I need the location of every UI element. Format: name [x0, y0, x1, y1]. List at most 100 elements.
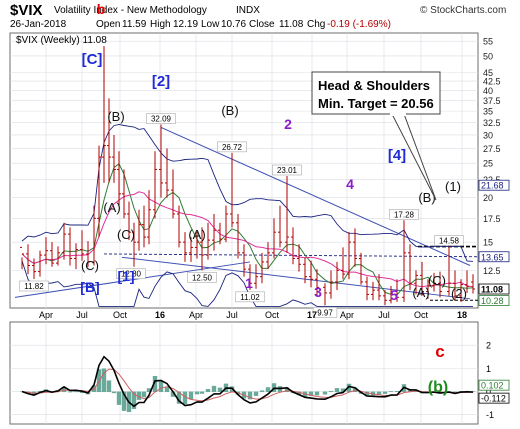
price-label-box — [434, 235, 464, 246]
price-label-box — [19, 280, 49, 292]
svg-text:Open: Open — [96, 19, 120, 30]
chart-legend: $VIX (Weekly) 11.08 — [16, 35, 107, 46]
price-y-tick-label: 35 — [483, 107, 493, 117]
x-tick-label: Apr — [189, 310, 203, 320]
price-label-box — [235, 291, 265, 303]
x-tick-label: Apr — [340, 310, 354, 320]
price-label: 32.09 — [151, 115, 172, 124]
price-y-tick-label: 30 — [483, 130, 493, 140]
indicator-bar — [37, 390, 43, 393]
wave-label: [2] — [152, 73, 170, 90]
price-label-box — [312, 307, 338, 318]
indicator-bar — [176, 391, 182, 404]
price-label-box — [146, 113, 176, 124]
x-tick-label: Jul — [226, 310, 238, 320]
wave-label: [4] — [388, 147, 406, 164]
wave-label: (B) — [418, 190, 435, 205]
wave-label: 3 — [314, 284, 322, 300]
svg-text:High: High — [150, 19, 171, 30]
price-label: 11.02 — [240, 293, 260, 302]
price-y-tick-label: 37.5 — [483, 96, 501, 106]
indicator-panel — [9, 321, 479, 425]
wave-label: (C) — [428, 273, 446, 288]
indicator-right-box — [478, 379, 510, 391]
wave-label: (A) — [412, 285, 429, 300]
indicator-bar — [182, 391, 188, 405]
price-label-box — [217, 141, 247, 153]
price-y-tick-label: 15 — [483, 238, 493, 248]
indicator-bar — [199, 391, 205, 394]
indicator-right-box — [478, 392, 510, 404]
indicator-y-tick-label: -1 — [486, 410, 494, 420]
price-y-tick-label: 17.5 — [483, 214, 501, 224]
credit-label: © StockCharts.com — [420, 5, 506, 16]
x-tick-label: Oct — [113, 310, 128, 320]
indicator-bar — [247, 391, 253, 400]
x-tick-label: Apr — [39, 310, 53, 320]
indicator-bar — [67, 391, 73, 393]
exchange-label: INDX — [236, 5, 260, 16]
price-y-tick-label: 55 — [483, 37, 493, 47]
x-tick-label: 18 — [457, 310, 467, 320]
indicator-right-label: -0.112 — [481, 394, 506, 404]
right-label-box — [478, 283, 510, 295]
price-y-axis: 55504542.54037.53532.53027.52522.52017.5… — [483, 37, 501, 276]
price-label-box — [187, 272, 217, 283]
head-shoulders-callout: Head & Shoulders Min. Target = 20.56 — [311, 71, 441, 201]
neckline-dotted — [103, 253, 479, 258]
wave-label: (B) — [221, 103, 238, 118]
wave-label: (B) — [107, 109, 124, 124]
indicator-bar — [164, 387, 170, 393]
indicator-bar — [141, 391, 147, 398]
price-bars — [20, 46, 475, 306]
callout-line1: Head & Shoulders — [318, 78, 430, 93]
wave-label: b — [97, 1, 106, 17]
price-label-box — [389, 209, 419, 220]
price-y-tick-label: 25 — [483, 159, 493, 169]
price-label: 17.28 — [394, 210, 415, 219]
price-y-tick-label: 45 — [483, 68, 493, 78]
indicator-bar — [308, 391, 314, 396]
right-label: 21.68 — [481, 181, 504, 191]
indicator-bar — [205, 389, 211, 393]
price-label-box — [116, 268, 146, 279]
price-label: 12.50 — [192, 273, 213, 282]
price-label: 9.97 — [317, 308, 333, 317]
wave-label: (C) — [81, 258, 99, 273]
svg-text:11.59: 11.59 — [122, 19, 147, 30]
indicator-bar — [388, 391, 394, 393]
bollinger-lower — [21, 260, 473, 307]
wave-label: (2) — [451, 286, 467, 301]
x-tick-label: 16 — [155, 310, 165, 320]
price-y-tick-label: 40 — [483, 86, 493, 96]
indicator-bar — [131, 391, 137, 410]
x-tick-label: 17 — [307, 310, 317, 320]
indicator-bar — [265, 387, 271, 393]
indicator-bar — [79, 391, 85, 393]
lower-trendline — [121, 256, 471, 300]
right-label: 13.65 — [481, 252, 504, 262]
upper-trendline — [160, 126, 471, 266]
right-label-box — [478, 179, 510, 191]
x-tick-label: Jul — [378, 310, 390, 320]
indicator-bar — [370, 391, 376, 396]
indicator-bar — [61, 386, 67, 393]
indicator-bar — [314, 391, 320, 396]
price-label: 14.58 — [439, 237, 460, 246]
price-y-tick-label: 32.5 — [483, 118, 501, 128]
price-label: 23.01 — [277, 166, 298, 175]
wave-label: 1 — [245, 275, 253, 291]
indicator-bar — [73, 391, 79, 393]
wave-label: 4 — [346, 176, 354, 192]
indicator-right-labels: 0.102 -0.112 — [478, 379, 510, 404]
indicator-wave-labels: c (b) — [428, 342, 448, 396]
svg-text:Close: Close — [249, 19, 275, 30]
bollinger-bands — [21, 123, 474, 307]
indicator-bar — [25, 391, 31, 394]
indicator-right-label: 0.102 — [481, 381, 504, 391]
indicator-bar — [106, 380, 112, 393]
price-label: 12.80 — [121, 270, 142, 279]
svg-text:Chg: Chg — [307, 19, 325, 30]
indicator-bar — [346, 383, 352, 393]
indicator-bar — [334, 388, 340, 393]
